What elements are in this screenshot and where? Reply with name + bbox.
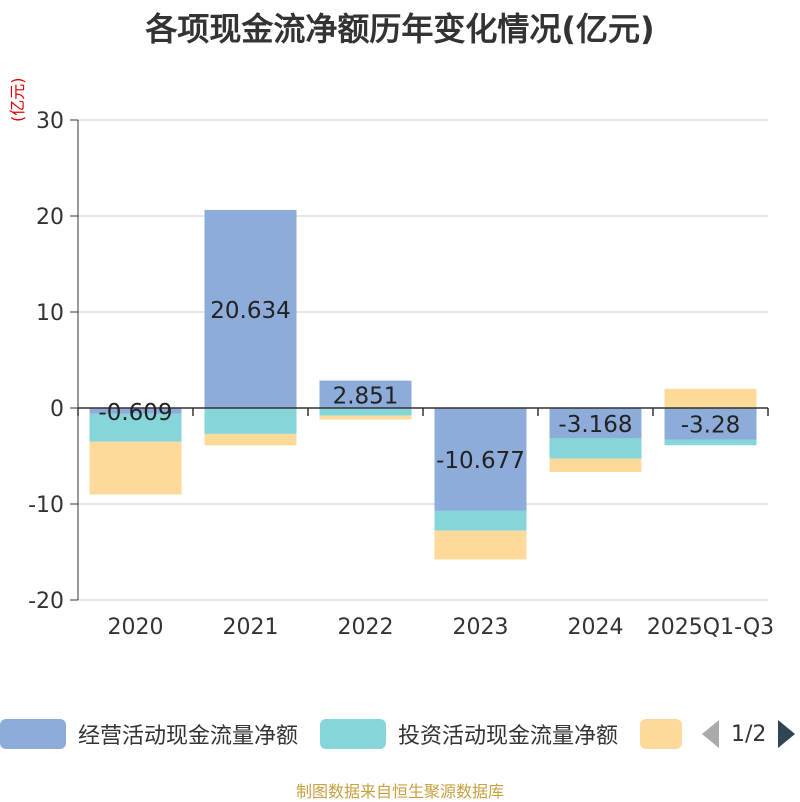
data-label: -3.168 bbox=[558, 412, 632, 438]
legend-swatch-financing bbox=[640, 719, 682, 749]
legend-swatch-operating bbox=[0, 719, 66, 749]
legend-pager: 1/2 bbox=[702, 716, 796, 752]
x-tick-label: 2024 bbox=[568, 615, 624, 640]
bar-investing bbox=[664, 439, 757, 446]
legend-item-operating[interactable]: 经营活动现金流量净额 bbox=[0, 716, 298, 752]
y-tick-label: -10 bbox=[28, 493, 64, 518]
x-tick-label: 2020 bbox=[108, 615, 164, 640]
y-tick-label: 10 bbox=[36, 301, 64, 326]
y-tick-label: 30 bbox=[36, 109, 64, 134]
y-tick-label: -20 bbox=[28, 589, 64, 614]
legend-prev-arrow-icon[interactable] bbox=[702, 720, 719, 748]
x-tick-label: 2022 bbox=[338, 615, 394, 640]
data-label: 2.851 bbox=[333, 383, 399, 409]
bar-operating bbox=[549, 408, 642, 439]
data-label: 20.634 bbox=[210, 298, 290, 324]
bar-investing bbox=[89, 413, 182, 442]
x-tick-label: 2021 bbox=[223, 615, 279, 640]
chart-title: 各项现金流净额历年变化情况(亿元) bbox=[145, 10, 655, 48]
bar-investing bbox=[204, 408, 297, 434]
data-source-note: 制图数据来自恒生聚源数据库 bbox=[295, 782, 504, 801]
data-label: -0.609 bbox=[98, 400, 172, 426]
stacked-bar-chart: -20 -10 0 10 20 30 2020 2021 2022 2023 2024 2025Q1-… bbox=[28, 109, 774, 640]
legend-item-investing[interactable]: 投资活动现金流量净额 bbox=[320, 716, 618, 752]
x-tick-label: 2025Q1-Q3 bbox=[647, 615, 774, 640]
bar-operating bbox=[89, 408, 182, 414]
legend-page-indicator: 1/2 bbox=[731, 721, 767, 747]
data-label: -3.28 bbox=[681, 413, 741, 439]
legend-label-operating: 经营活动现金流量净额 bbox=[78, 724, 299, 749]
bar-investing bbox=[549, 438, 642, 459]
legend-item-financing[interactable] bbox=[640, 716, 694, 752]
legend-next-arrow-icon[interactable] bbox=[778, 720, 796, 748]
bar-financing bbox=[89, 441, 182, 495]
legend-swatch-investing bbox=[320, 719, 386, 749]
bar-operating bbox=[664, 408, 757, 440]
bar-financing bbox=[549, 458, 642, 473]
bar-operating bbox=[319, 380, 412, 408]
bar-financing bbox=[319, 415, 412, 420]
legend-label-investing: 投资活动现金流量净额 bbox=[398, 724, 619, 749]
data-label: -10.677 bbox=[436, 448, 525, 474]
bar-financing bbox=[204, 433, 297, 446]
bar-investing bbox=[434, 510, 527, 531]
y-tick-label: 20 bbox=[36, 205, 64, 230]
bar-financing bbox=[434, 530, 527, 560]
bar-financing bbox=[664, 388, 757, 408]
x-tick-label: 2023 bbox=[453, 615, 509, 640]
legend: 经营活动现金流量净额 投资活动现金流量净额 1/2 bbox=[0, 716, 800, 752]
bar-operating bbox=[434, 408, 527, 511]
bar-investing bbox=[319, 408, 412, 416]
y-tick-label: 0 bbox=[50, 397, 64, 422]
bar-operating bbox=[204, 209, 297, 408]
